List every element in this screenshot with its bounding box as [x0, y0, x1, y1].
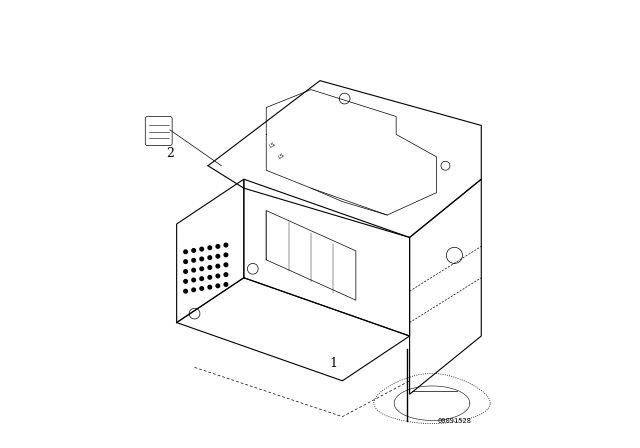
Circle shape [200, 257, 204, 261]
Circle shape [200, 247, 204, 251]
Circle shape [192, 278, 195, 282]
Circle shape [224, 283, 228, 286]
Circle shape [208, 285, 212, 289]
Circle shape [216, 264, 220, 268]
Circle shape [184, 270, 188, 273]
Circle shape [200, 267, 204, 271]
Circle shape [208, 266, 212, 269]
Circle shape [200, 287, 204, 290]
Circle shape [184, 260, 188, 263]
Circle shape [184, 250, 188, 254]
Text: LS: LS [278, 152, 286, 160]
Circle shape [224, 263, 228, 267]
Circle shape [216, 245, 220, 248]
Circle shape [208, 276, 212, 279]
Circle shape [224, 273, 228, 276]
Circle shape [216, 274, 220, 278]
Circle shape [184, 280, 188, 283]
Circle shape [208, 256, 212, 259]
Circle shape [192, 268, 195, 272]
Text: LS: LS [269, 141, 277, 149]
Text: 00091528: 00091528 [437, 418, 472, 424]
Circle shape [192, 249, 195, 252]
Circle shape [184, 289, 188, 293]
Circle shape [216, 284, 220, 288]
Circle shape [208, 246, 212, 250]
Text: 1: 1 [330, 358, 337, 370]
Circle shape [192, 288, 195, 292]
Circle shape [224, 243, 228, 247]
Circle shape [224, 253, 228, 257]
Circle shape [192, 258, 195, 262]
Circle shape [216, 254, 220, 258]
Text: 2: 2 [166, 147, 174, 160]
Circle shape [200, 277, 204, 280]
